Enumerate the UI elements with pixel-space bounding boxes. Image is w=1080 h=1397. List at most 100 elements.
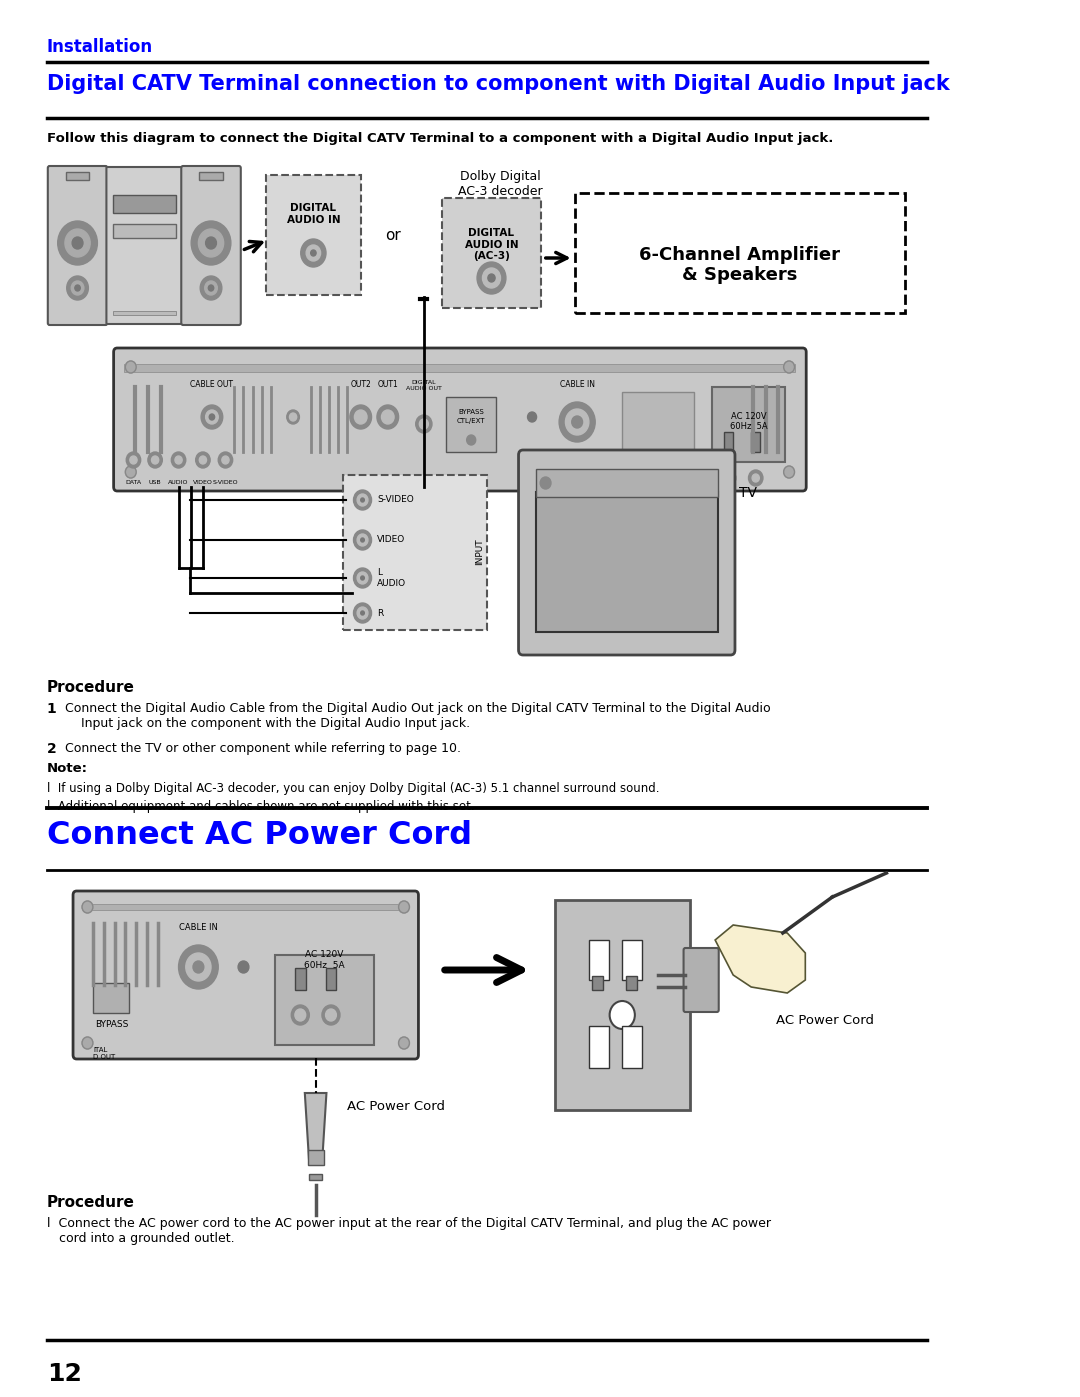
Text: OUT2: OUT2 bbox=[350, 380, 372, 388]
Text: 2: 2 bbox=[46, 742, 56, 756]
Circle shape bbox=[151, 455, 159, 464]
Text: l  Connect the AC power cord to the AC power input at the rear of the Digital CA: l Connect the AC power cord to the AC po… bbox=[46, 1217, 771, 1245]
Circle shape bbox=[205, 409, 218, 425]
Circle shape bbox=[527, 412, 537, 422]
Text: AC Power Cord: AC Power Cord bbox=[347, 1101, 445, 1113]
Bar bbox=[112, 196, 176, 212]
Circle shape bbox=[361, 497, 364, 502]
Circle shape bbox=[721, 469, 735, 486]
FancyBboxPatch shape bbox=[684, 949, 718, 1011]
Circle shape bbox=[125, 360, 136, 373]
Circle shape bbox=[175, 455, 183, 464]
Text: 6-Channel Amplifier
& Speakers: 6-Channel Amplifier & Speakers bbox=[639, 246, 840, 285]
Text: R: R bbox=[377, 609, 383, 617]
Circle shape bbox=[72, 237, 83, 249]
Circle shape bbox=[200, 277, 221, 300]
Circle shape bbox=[566, 409, 589, 434]
Text: AUDIO: AUDIO bbox=[168, 481, 189, 485]
Bar bbox=[325, 968, 336, 990]
Bar bbox=[84, 904, 407, 909]
Circle shape bbox=[752, 474, 759, 482]
Circle shape bbox=[377, 405, 399, 429]
Circle shape bbox=[322, 1004, 340, 1025]
Bar bbox=[589, 1025, 609, 1067]
Circle shape bbox=[361, 576, 364, 580]
Circle shape bbox=[289, 414, 297, 420]
Circle shape bbox=[205, 281, 217, 295]
Text: 12: 12 bbox=[46, 1362, 82, 1386]
Text: VIDEO: VIDEO bbox=[193, 481, 213, 485]
Bar bbox=[622, 1025, 643, 1067]
Text: S-VIDEO: S-VIDEO bbox=[377, 496, 414, 504]
Text: S-VIDEO: S-VIDEO bbox=[213, 481, 239, 485]
Bar bbox=[295, 968, 306, 990]
Circle shape bbox=[205, 237, 216, 249]
Text: 1: 1 bbox=[46, 703, 56, 717]
Text: BYPASS: BYPASS bbox=[458, 409, 484, 415]
Circle shape bbox=[218, 453, 232, 468]
Circle shape bbox=[784, 360, 795, 373]
Text: l  If using a Dolby Digital AC-3 decoder, you can enjoy Dolby Digital (AC-3) 5.1: l If using a Dolby Digital AC-3 decoder,… bbox=[46, 782, 660, 795]
Text: 60Hz  5A: 60Hz 5A bbox=[305, 961, 345, 970]
Text: Follow this diagram to connect the Digital CATV Terminal to a component with a D: Follow this diagram to connect the Digit… bbox=[46, 131, 834, 145]
Text: DIGITAL
AUDIO IN: DIGITAL AUDIO IN bbox=[286, 203, 340, 225]
Circle shape bbox=[483, 268, 500, 288]
Bar bbox=[309, 1173, 322, 1180]
Bar bbox=[593, 977, 604, 990]
Text: 60Hz  5A: 60Hz 5A bbox=[730, 422, 767, 432]
Circle shape bbox=[221, 455, 229, 464]
Circle shape bbox=[195, 453, 211, 468]
Text: Installation: Installation bbox=[46, 38, 153, 56]
Circle shape bbox=[357, 534, 368, 546]
Text: Digital CATV Terminal connection to component with Digital Audio Input jack: Digital CATV Terminal connection to comp… bbox=[46, 74, 949, 94]
Bar bbox=[275, 956, 375, 1045]
FancyBboxPatch shape bbox=[107, 168, 183, 324]
Text: CABLE IN: CABLE IN bbox=[559, 380, 595, 388]
Text: L
AUDIO: L AUDIO bbox=[377, 569, 406, 588]
Text: CTL/EXT: CTL/EXT bbox=[457, 418, 485, 425]
Circle shape bbox=[477, 263, 505, 293]
Circle shape bbox=[311, 250, 316, 256]
Bar bbox=[555, 900, 690, 1111]
Circle shape bbox=[381, 409, 394, 425]
Text: Connect the Digital Audio Cable from the Digital Audio Out jack on the Digital C: Connect the Digital Audio Cable from the… bbox=[65, 703, 770, 731]
Bar bbox=[625, 977, 637, 990]
Bar bbox=[713, 387, 784, 462]
Bar bbox=[442, 198, 541, 307]
Circle shape bbox=[419, 419, 429, 429]
Circle shape bbox=[559, 402, 595, 441]
Circle shape bbox=[201, 405, 222, 429]
Circle shape bbox=[208, 285, 214, 291]
Polygon shape bbox=[715, 925, 806, 993]
Polygon shape bbox=[305, 1092, 326, 1165]
Circle shape bbox=[357, 495, 368, 506]
Circle shape bbox=[353, 569, 372, 588]
Circle shape bbox=[148, 453, 162, 468]
Bar bbox=[752, 432, 760, 453]
Text: TV: TV bbox=[740, 486, 757, 500]
Circle shape bbox=[540, 476, 551, 489]
Text: VIDEO: VIDEO bbox=[377, 535, 405, 545]
Text: CABLE IN: CABLE IN bbox=[179, 923, 218, 932]
Circle shape bbox=[238, 961, 248, 972]
Circle shape bbox=[287, 409, 299, 425]
Bar bbox=[112, 312, 176, 314]
Circle shape bbox=[186, 953, 211, 981]
Text: Connect AC Power Cord: Connect AC Power Cord bbox=[46, 820, 472, 851]
Text: DIGITAL
AUDIO IN
(AC-3): DIGITAL AUDIO IN (AC-3) bbox=[464, 228, 518, 261]
Circle shape bbox=[488, 274, 495, 282]
Text: USB: USB bbox=[149, 481, 161, 485]
Text: Procedure: Procedure bbox=[46, 680, 135, 694]
FancyBboxPatch shape bbox=[48, 166, 107, 326]
Bar bbox=[589, 940, 609, 981]
Text: AC Power Cord: AC Power Cord bbox=[775, 1013, 874, 1027]
Circle shape bbox=[325, 1009, 336, 1021]
Circle shape bbox=[609, 1002, 635, 1030]
Text: CABLE OUT: CABLE OUT bbox=[190, 380, 233, 388]
Bar bbox=[200, 172, 222, 180]
Bar bbox=[725, 432, 733, 453]
Circle shape bbox=[82, 901, 93, 914]
Circle shape bbox=[467, 434, 475, 446]
FancyBboxPatch shape bbox=[518, 450, 735, 655]
Circle shape bbox=[67, 277, 89, 300]
